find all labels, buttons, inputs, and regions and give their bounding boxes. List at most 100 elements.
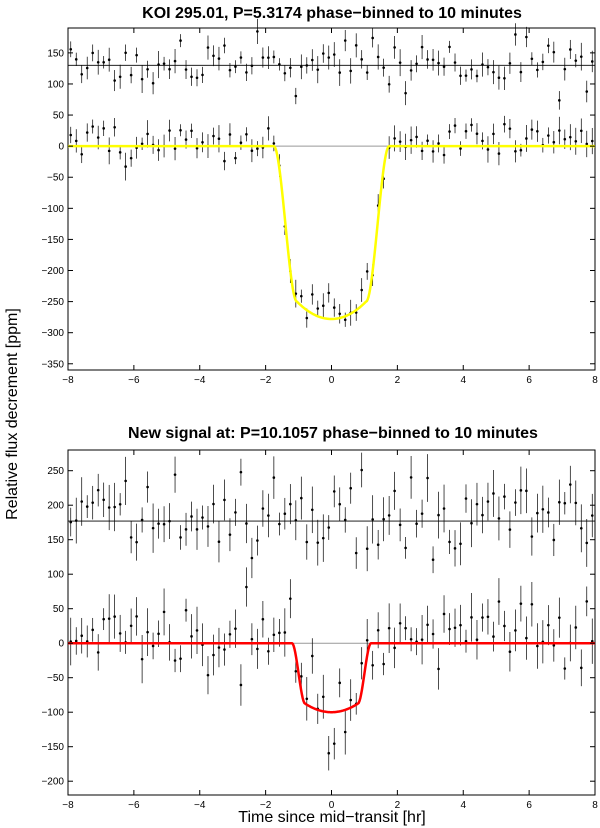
x-tick-label: −8 xyxy=(62,800,74,811)
upper-data-point xyxy=(530,57,534,61)
upper-data-point xyxy=(239,470,243,474)
upper-data-point xyxy=(453,547,457,550)
upper-data-point xyxy=(459,74,462,78)
lower-data-point xyxy=(343,318,347,322)
lower-data-point xyxy=(475,132,479,135)
upper-data-point xyxy=(151,81,155,85)
lower-data-point xyxy=(102,617,105,621)
upper-data-point xyxy=(530,535,534,538)
lower-data-point xyxy=(107,617,111,620)
lower-data-point xyxy=(223,159,226,163)
lower-data-point xyxy=(195,629,199,632)
upper-data-point xyxy=(310,58,314,62)
y-tick-label: −100 xyxy=(41,204,64,215)
upper-data-point xyxy=(96,60,100,64)
lower-data-point xyxy=(349,698,353,702)
lower-data-point xyxy=(124,165,127,168)
lower-data-point xyxy=(113,615,116,618)
y-tick-label: −250 xyxy=(41,297,64,308)
upper-data-point xyxy=(579,55,583,58)
upper-data-point xyxy=(228,533,232,536)
lower-data-point xyxy=(74,639,78,643)
upper-data-point xyxy=(146,67,149,71)
upper-data-point xyxy=(371,36,374,40)
upper-data-point xyxy=(228,68,232,72)
upper-data-point xyxy=(343,518,347,522)
upper-data-point xyxy=(212,502,215,506)
upper-data-point xyxy=(234,65,237,68)
lower-data-point xyxy=(398,622,402,625)
lower-data-point xyxy=(579,666,583,670)
upper-data-point xyxy=(354,551,358,555)
upper-data-point xyxy=(201,73,204,77)
upper-data-point xyxy=(475,74,479,78)
upper-data-point xyxy=(140,77,144,81)
lower-data-point xyxy=(530,128,534,131)
upper-data-point xyxy=(321,52,325,55)
lower-data-point xyxy=(321,304,325,307)
upper-data-point xyxy=(420,512,424,515)
lower-data-point xyxy=(250,149,254,152)
y-tick-label: 50 xyxy=(53,604,65,615)
x-tick-label: 0 xyxy=(329,800,335,811)
upper-data-point xyxy=(96,488,100,492)
upper-data-point xyxy=(91,501,95,504)
lower-data-point xyxy=(283,631,287,634)
upper-data-point xyxy=(151,526,155,530)
upper-data-point xyxy=(459,542,462,546)
lower-data-point xyxy=(492,635,495,638)
upper-data-point xyxy=(541,60,545,64)
top-panel: KOI 295.01, P=5.3174 phase−binned to 10 … xyxy=(41,5,598,386)
upper-data-point xyxy=(245,71,248,74)
upper-data-point xyxy=(426,476,429,480)
y-tick-label: −50 xyxy=(47,673,64,684)
lower-data-point xyxy=(552,140,556,144)
bottom-plot-area xyxy=(67,449,596,796)
lower-data-point xyxy=(69,133,73,137)
upper-data-point xyxy=(118,75,122,79)
upper-data-point xyxy=(503,495,506,498)
transit-model-fit xyxy=(68,641,595,714)
lower-data-point xyxy=(206,673,210,677)
upper-data-point xyxy=(442,65,446,68)
upper-data-point xyxy=(261,507,265,510)
upper-data-point xyxy=(305,64,309,67)
lower-data-point xyxy=(217,137,221,141)
upper-data-point xyxy=(118,502,122,506)
lower-data-point xyxy=(459,147,462,150)
upper-data-point xyxy=(536,68,539,72)
upper-data-point xyxy=(426,58,429,61)
lower-data-point xyxy=(234,156,237,160)
upper-data-point xyxy=(343,39,347,42)
upper-data-point xyxy=(349,69,353,73)
upper-data-point xyxy=(195,528,199,531)
lower-data-point xyxy=(497,152,501,155)
upper-data-point xyxy=(179,536,182,539)
x-tick-label: 8 xyxy=(592,375,598,386)
x-tick-label: 4 xyxy=(460,375,466,386)
upper-data-point xyxy=(74,58,78,61)
lower-data-point xyxy=(525,137,528,140)
upper-data-point xyxy=(294,94,298,98)
lower-data-point xyxy=(140,142,144,146)
lower-data-point xyxy=(201,141,204,144)
lower-data-point xyxy=(470,123,473,127)
upper-data-point xyxy=(497,517,501,520)
upper-data-point xyxy=(431,58,435,62)
upper-data-point xyxy=(261,56,265,59)
upper-data-point xyxy=(503,77,506,80)
x-tick-label: −2 xyxy=(260,800,272,811)
lower-data-point xyxy=(173,147,177,150)
upper-data-point xyxy=(234,511,237,514)
lower-data-point xyxy=(85,131,89,134)
lower-data-point xyxy=(96,136,100,139)
upper-data-point xyxy=(223,44,226,47)
bottom-panel-title: New signal at: P=10.1057 phase−binned to… xyxy=(128,425,538,442)
upper-data-point xyxy=(272,55,276,59)
upper-data-point xyxy=(547,44,550,47)
upper-data-point xyxy=(371,518,374,521)
lower-data-point xyxy=(503,122,506,126)
lower-data-point xyxy=(267,127,270,130)
upper-data-point xyxy=(305,540,309,544)
